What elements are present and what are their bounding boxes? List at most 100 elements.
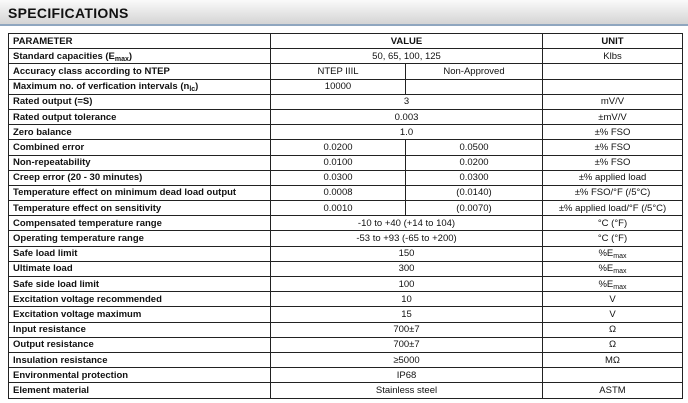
parameter-cell: Temperature effect on sensitivity bbox=[8, 200, 271, 217]
spec-row: Maximum no. of verfication intervals (nl… bbox=[8, 78, 683, 95]
parameter-cell: Insulation resistance bbox=[8, 351, 271, 369]
parameter-cell: Rated output tolerance bbox=[8, 108, 271, 126]
parameter-cell: Zero balance bbox=[8, 124, 271, 141]
value-cell: 3 bbox=[270, 93, 543, 110]
unit-cell: V bbox=[542, 306, 683, 323]
value-cell: 0.0300 bbox=[405, 169, 543, 186]
parameter-cell: Input resistance bbox=[8, 321, 271, 338]
unit-cell: %Emax bbox=[542, 275, 683, 293]
value-cell: 0.003 bbox=[270, 108, 543, 126]
value-cell: 50, 65, 100, 125 bbox=[270, 48, 543, 65]
value-cell: 0.0008 bbox=[270, 184, 406, 202]
spec-row: Element material Stainless steel ASTM bbox=[8, 382, 683, 399]
unit-cell: °C (°F) bbox=[542, 215, 683, 232]
spec-row: Temperature effect on minimum dead load … bbox=[8, 184, 683, 202]
title-bar: SPECIFICATIONS bbox=[0, 0, 688, 26]
spec-row: Zero balance 1.0 ±% FSO bbox=[8, 124, 683, 141]
value-cell bbox=[405, 78, 543, 95]
value-cell: 10000 bbox=[270, 78, 406, 95]
parameter-cell: Combined error bbox=[8, 139, 271, 156]
title: SPECIFICATIONS bbox=[8, 5, 129, 21]
unit-cell: ±% FSO bbox=[542, 154, 683, 171]
value-cell: 300 bbox=[270, 260, 543, 278]
spec-row: Operating temperature range -53 to +93 (-… bbox=[8, 230, 683, 247]
subscript: lc bbox=[189, 86, 196, 94]
value-cell: 0.0200 bbox=[270, 139, 406, 156]
subscript: max bbox=[613, 253, 627, 261]
parameter-cell: Maximum no. of verfication intervals (nl… bbox=[8, 78, 271, 95]
spec-row: Excitation voltage maximum 15 V bbox=[8, 306, 683, 323]
parameter-cell: Rated output (=S) bbox=[8, 93, 271, 110]
unit-cell bbox=[542, 78, 683, 95]
text-segment: ) bbox=[195, 81, 199, 93]
value-cell: 15 bbox=[270, 306, 543, 323]
value-cell: Stainless steel bbox=[270, 382, 543, 399]
value-cell: 700±7 bbox=[270, 321, 543, 338]
spec-row: Excitation voltage recommended 10 V bbox=[8, 291, 683, 308]
parameter-cell: Excitation voltage maximum bbox=[8, 306, 271, 323]
text-segment: %E bbox=[598, 248, 614, 260]
header-row: PARAMETER VALUE UNIT bbox=[8, 32, 683, 50]
parameter-cell: Operating temperature range bbox=[8, 230, 271, 247]
value-cell: 0.0010 bbox=[270, 200, 406, 217]
text-segment: Standard capacities (E bbox=[13, 50, 115, 62]
value-cell: ≥5000 bbox=[270, 351, 543, 369]
unit-cell: ±mV/V bbox=[542, 108, 683, 126]
value-cell: -10 to +40 (+14 to 104) bbox=[270, 215, 543, 232]
value-cell: 0.0500 bbox=[405, 139, 543, 156]
header-cell: UNIT bbox=[542, 32, 683, 50]
spec-row: Output resistance 700±7 Ω bbox=[8, 336, 683, 353]
value-cell: 700±7 bbox=[270, 336, 543, 353]
spec-row: Temperature effect on sensitivity 0.0010(… bbox=[8, 200, 683, 217]
value-cell: (0.0140) bbox=[405, 184, 543, 202]
value-cell: 150 bbox=[270, 245, 543, 262]
spec-table: PARAMETER VALUE UNIT Standard capacities (E… bbox=[8, 32, 683, 399]
value-cell: IP68 bbox=[270, 367, 543, 384]
parameter-cell: Safe side load limit bbox=[8, 275, 271, 293]
unit-cell: Ω bbox=[542, 321, 683, 338]
parameter-cell: Accuracy class according to NTEP bbox=[8, 63, 271, 80]
parameter-cell: Excitation voltage recommended bbox=[8, 291, 271, 308]
spec-row: Creep error (20 - 30 minutes) 0.0300 0.030… bbox=[8, 169, 683, 186]
unit-cell: ±% applied load/°F (/5°C) bbox=[542, 200, 683, 217]
value-cell: 10 bbox=[270, 291, 543, 308]
unit-cell: ±% FSO/°F (/5°C) bbox=[542, 184, 683, 202]
unit-cell: Klbs bbox=[542, 48, 683, 65]
parameter-cell: Creep error (20 - 30 minutes) bbox=[8, 169, 271, 186]
value-cell: 0.0200 bbox=[405, 154, 543, 171]
header-cell: VALUE bbox=[270, 32, 543, 50]
subscript: max bbox=[613, 283, 627, 291]
spec-row: Combined error 0.0200 0.0500 ±% FSO bbox=[8, 139, 683, 156]
unit-cell: °C (°F) bbox=[542, 230, 683, 247]
spec-row: Environmental protection IP68 bbox=[8, 367, 683, 384]
unit-cell: ±% FSO bbox=[542, 124, 683, 141]
parameter-cell: Ultimate load bbox=[8, 260, 271, 278]
text-segment: %E bbox=[598, 263, 614, 275]
value-cell: NTEP IIIL bbox=[270, 63, 406, 80]
unit-cell bbox=[542, 63, 683, 80]
unit-cell: ±% applied load bbox=[542, 169, 683, 186]
parameter-cell: Compensated temperature range bbox=[8, 215, 271, 232]
spec-row: Ultimate load 300 %Emax bbox=[8, 260, 683, 278]
unit-cell: MΩ bbox=[542, 351, 683, 369]
subscript: max bbox=[613, 268, 627, 276]
value-cell: -53 to +93 (-65 to +200) bbox=[270, 230, 543, 247]
parameter-cell: Environmental protection bbox=[8, 367, 271, 384]
spec-row: Compensated temperature range -10 to +40 … bbox=[8, 215, 683, 232]
unit-cell: Ω bbox=[542, 336, 683, 353]
unit-cell: ±% FSO bbox=[542, 139, 683, 156]
spec-row: Accuracy class according to NTEP NTEP III… bbox=[8, 63, 683, 80]
unit-cell: ASTM bbox=[542, 382, 683, 399]
spec-row: Standard capacities (Emax) 50, 65, 100, 1… bbox=[8, 48, 683, 65]
spec-row: Insulation resistance ≥5000 MΩ bbox=[8, 351, 683, 369]
parameter-cell: Output resistance bbox=[8, 336, 271, 353]
value-cell: Non-Approved bbox=[405, 63, 543, 80]
value-cell: 0.0100 bbox=[270, 154, 406, 171]
header-cell: PARAMETER bbox=[8, 32, 271, 50]
parameter-cell: Non-repeatability bbox=[8, 154, 271, 171]
parameter-cell: Standard capacities (Emax) bbox=[8, 48, 271, 65]
text-segment: ) bbox=[128, 50, 133, 62]
unit-cell: V bbox=[542, 291, 683, 308]
value-cell: (0.0070) bbox=[405, 200, 543, 217]
